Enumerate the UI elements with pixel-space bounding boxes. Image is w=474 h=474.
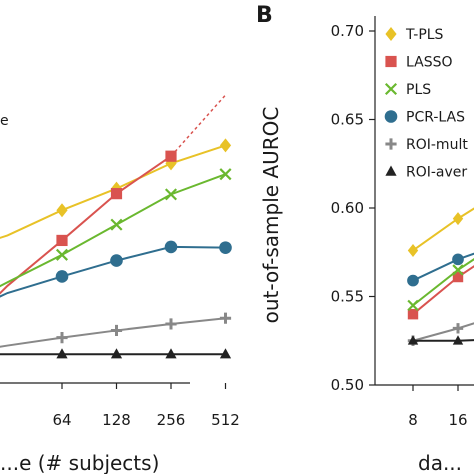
legend-marker: [385, 55, 397, 68]
right-x-ticks: 8 16: [408, 385, 468, 429]
right-y-tick-label: 0.60: [331, 199, 364, 217]
legend-marker: [385, 27, 397, 41]
left-x-tick-label: 64: [52, 411, 71, 429]
legend-label: PLS: [406, 82, 431, 98]
left-series-line: [0, 155, 172, 295]
left-data-point: [219, 138, 232, 153]
left-data-point: [56, 234, 68, 247]
left-data-point: [219, 348, 232, 359]
left-x-axis-label: ...e (# subjects): [0, 451, 159, 474]
legend-marker: [385, 165, 397, 176]
left-series: [0, 94, 232, 359]
left-data-point: [56, 332, 68, 344]
legend-label: ROI-mult: [406, 137, 468, 153]
right-data-point: [407, 243, 419, 257]
right-y-ticks: 0.50 0.55 0.60 0.65 0.70: [331, 22, 375, 394]
right-data-point: [452, 323, 464, 334]
left-data-point: [110, 218, 123, 231]
left-x-tick-label: 128: [102, 411, 131, 429]
left-data-point: [56, 203, 68, 218]
right-panel-b: B out-of-sample AUROC 0.500.550.600.650.…: [256, 3, 474, 474]
left-x-tick-label: 512: [211, 411, 240, 429]
right-y-axis-label: out-of-sample AUROC: [259, 107, 283, 324]
left-data-point: [110, 254, 123, 267]
left-data-point: [219, 168, 232, 181]
right-x-tick-label: 16: [448, 411, 467, 429]
left-data-point: [219, 241, 232, 254]
left-data-point: [165, 318, 177, 330]
left-data-point: [164, 188, 178, 201]
left-series-line: [0, 173, 226, 288]
right-data-point: [407, 274, 419, 287]
left-data-point: [55, 270, 69, 283]
right-data-point: [452, 264, 464, 276]
right-series-line: [412, 322, 474, 342]
right-data-point: [407, 335, 419, 345]
right-y-tick-label: 0.55: [331, 288, 364, 306]
left-series-line: [0, 144, 226, 239]
left-data-point: [110, 324, 123, 337]
left-data-point: [165, 348, 177, 359]
left-data-point: [219, 312, 232, 324]
left-annotation: e: [0, 113, 9, 129]
right-y-tick-label: 0.70: [331, 22, 364, 40]
legend: T-PLS LASSO PLS PCR-LAS ROI-mult ROI-aver: [380, 14, 474, 189]
legend-marker: [385, 138, 397, 150]
right-series-line: [412, 252, 474, 282]
panel-label-b: B: [256, 3, 273, 28]
right-data-point: [452, 271, 464, 283]
left-x-tick-label: 256: [157, 411, 186, 429]
legend-label: PCR-LAS: [406, 110, 465, 126]
right-x-tick-label: 8: [408, 411, 418, 429]
right-data-point: [407, 309, 419, 320]
left-extrapolation-line: [170, 94, 227, 157]
right-y-tick-label: 0.65: [331, 111, 364, 129]
right-y-tick-label: 0.50: [331, 376, 364, 394]
legend-label: T-PLS: [405, 27, 444, 43]
left-data-point: [110, 348, 123, 359]
left-data-point: [56, 348, 68, 359]
right-data-point: [407, 299, 419, 312]
left-x-ticks: 64 128 256 512: [52, 383, 240, 429]
left-series-line: [0, 317, 226, 348]
left-data-point: [110, 188, 123, 200]
right-data-point: [452, 212, 464, 226]
right-data-point: [452, 253, 464, 266]
left-data-point: [165, 150, 177, 162]
right-series: [407, 207, 474, 346]
right-series-line: [412, 207, 474, 252]
left-data-point: [164, 240, 178, 254]
legend-label: LASSO: [406, 55, 453, 71]
right-data-point: [452, 335, 464, 345]
legend-background: [380, 14, 474, 189]
legend-label: ROI-aver: [406, 165, 467, 181]
legend-marker: [384, 110, 398, 123]
left-data-point: [55, 248, 69, 261]
right-x-axis-label: da...: [418, 451, 462, 474]
legend-marker: [384, 82, 398, 96]
left-series-line: [0, 245, 226, 298]
left-panel: 64 128 256 512 e ...e (# subjects): [0, 94, 240, 474]
